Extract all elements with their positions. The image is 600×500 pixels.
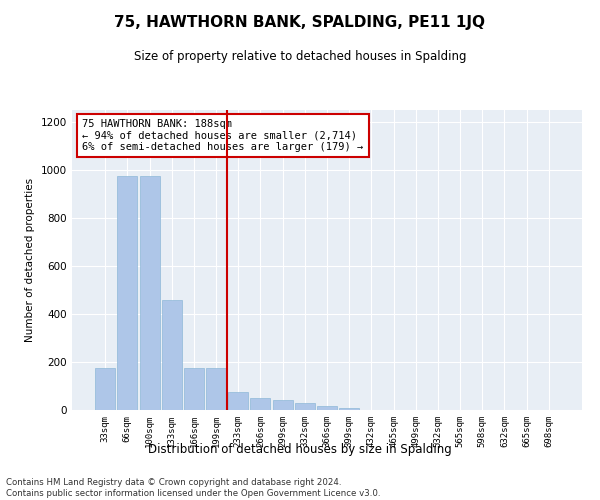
Bar [118, 176, 137, 410]
Text: Distribution of detached houses by size in Spalding: Distribution of detached houses by size … [148, 442, 452, 456]
Bar [140, 176, 160, 410]
Bar [228, 392, 248, 410]
Bar [184, 368, 204, 410]
Text: Contains HM Land Registry data © Crown copyright and database right 2024.
Contai: Contains HM Land Registry data © Crown c… [6, 478, 380, 498]
Text: Size of property relative to detached houses in Spalding: Size of property relative to detached ho… [134, 50, 466, 63]
Bar [250, 398, 271, 410]
Text: 75 HAWTHORN BANK: 188sqm
← 94% of detached houses are smaller (2,714)
6% of semi: 75 HAWTHORN BANK: 188sqm ← 94% of detach… [82, 119, 364, 152]
Bar [95, 368, 115, 410]
Bar [162, 300, 182, 410]
Text: 75, HAWTHORN BANK, SPALDING, PE11 1JQ: 75, HAWTHORN BANK, SPALDING, PE11 1JQ [115, 15, 485, 30]
Bar [295, 403, 315, 410]
Bar [339, 408, 359, 410]
Y-axis label: Number of detached properties: Number of detached properties [25, 178, 35, 342]
Bar [317, 406, 337, 410]
Bar [206, 368, 226, 410]
Bar [272, 400, 293, 410]
